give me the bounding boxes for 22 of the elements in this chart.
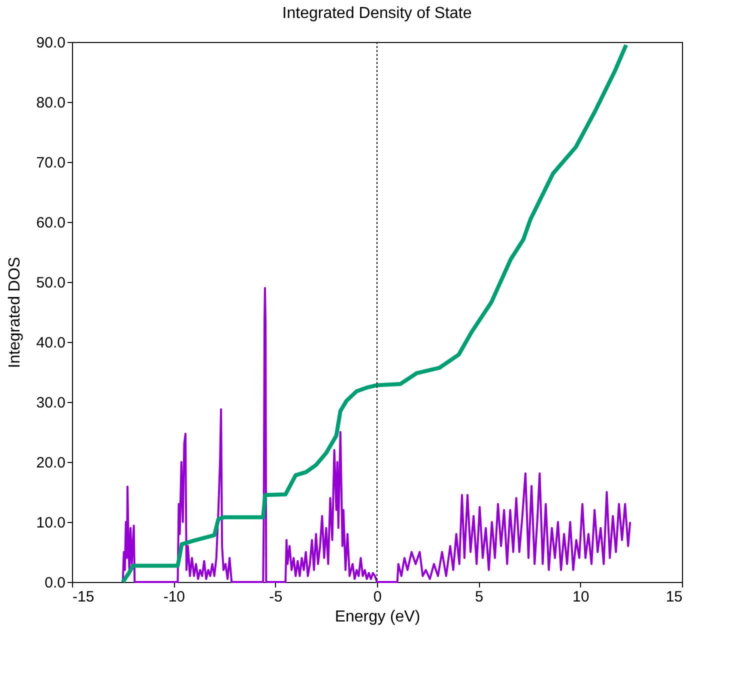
x-tick-label: -15 [72, 588, 94, 606]
x-tick-label: 0 [373, 588, 382, 606]
y-tick-label: 20.0 [36, 454, 66, 472]
chart-title: Integrated Density of State [282, 5, 472, 22]
line-series [120, 43, 628, 584]
x-tick-label: -10 [163, 588, 186, 606]
y-axis-title: Integrated DOS [6, 256, 24, 368]
y-tick-label: 90.0 [36, 34, 66, 52]
y-tick-label: 70.0 [36, 154, 66, 172]
y-tick-label: 40.0 [36, 334, 66, 352]
y-tick-label: 80.0 [36, 94, 66, 112]
x-tick-label: 10 [572, 588, 590, 606]
x-tick-label: -5 [269, 588, 283, 606]
x-tick-label: 15 [666, 588, 682, 606]
y-tick-label: 60.0 [36, 214, 66, 232]
x-tick-label: 5 [474, 588, 484, 606]
y-tick-label: 0.0 [44, 574, 66, 592]
line-series [122, 287, 632, 583]
y-tick-label: 30.0 [36, 394, 66, 412]
x-axis-title: Energy (eV) [334, 608, 420, 626]
y-tick-label: 10.0 [36, 514, 66, 532]
y-tick-label: 50.0 [36, 274, 66, 292]
